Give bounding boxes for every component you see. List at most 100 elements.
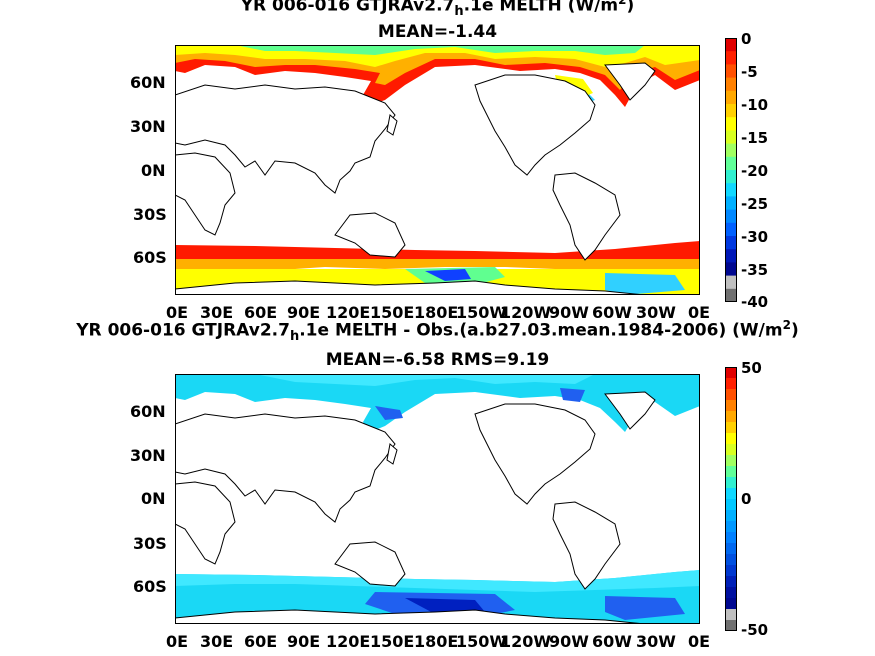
colorbar-step: [725, 510, 737, 522]
bottom-antarctic-light: [175, 570, 700, 592]
bottom-lon-label: 90W: [549, 632, 589, 651]
colorbar-step: [725, 455, 737, 467]
bottom-cbar-label: 0: [741, 490, 752, 508]
top-lat-label: 0N: [141, 161, 166, 180]
colorbar-step: [725, 444, 737, 456]
colorbar-step: [725, 400, 737, 412]
top-lon-label: 120E: [326, 303, 371, 322]
bottom-lon-label: 30E: [200, 632, 234, 651]
bottom-lat-label: 60S: [133, 577, 167, 596]
bottom-lon-label: 120E: [326, 632, 371, 651]
bottom-arctic-blue: [375, 406, 403, 420]
top-title-sup: 2: [618, 0, 627, 7]
bottom-lon-label: 0E: [166, 632, 189, 651]
top-arctic-green: [235, 45, 645, 55]
top-lon-label: 0E: [688, 303, 711, 322]
top-lon-label: 30W: [636, 303, 676, 322]
colorbar-step: [725, 222, 737, 237]
top-antarctic-land: [175, 280, 646, 295]
colorbar-step: [725, 183, 737, 197]
top-colorbar-frame: [725, 38, 737, 302]
colorbar-step: [725, 433, 737, 445]
bottom-australia: [334, 541, 406, 587]
top-colorbar-steps: [725, 38, 737, 302]
bottom-title-post: ): [790, 320, 799, 341]
bottom-colorbar: [725, 367, 737, 631]
top-map: [175, 45, 700, 295]
colorbar-step: [725, 378, 737, 390]
bottom-lon-label: 90E: [287, 632, 321, 651]
top-cbar-label: 0: [741, 30, 752, 48]
top-title-pre: YR 006-016 GTJRAv2.7: [240, 0, 455, 16]
top-cbar-label: -10: [741, 96, 769, 114]
top-lat-label: 60S: [133, 248, 167, 267]
bottom-antarctic-ice: [175, 570, 700, 624]
colorbar-step: [725, 422, 737, 434]
top-japan: [386, 114, 398, 136]
colorbar-step: [725, 576, 737, 588]
top-weddell-cyan: [605, 273, 685, 295]
top-antarctic-ice: [175, 241, 700, 295]
bottom-greenland: [604, 391, 656, 430]
bottom-lon-label: 0E: [688, 632, 711, 651]
colorbar-step: [725, 236, 737, 250]
top-antarctic-red: [175, 241, 700, 260]
bottom-lat-label: 30S: [133, 534, 167, 553]
bottom-title-sup: 2: [782, 318, 791, 332]
colorbar-step: [725, 104, 737, 118]
bottom-eurasia: [175, 413, 396, 523]
top-title-mid: .1e MELTH (W/m: [463, 0, 619, 16]
bottom-lon-label: 150W: [456, 632, 508, 651]
colorbar-step: [725, 117, 737, 131]
colorbar-step: [725, 249, 737, 263]
bottom-lon-label: 150E: [370, 632, 415, 651]
bottom-lat-label: 60N: [130, 402, 166, 421]
bottom-arctic-cyan: [175, 374, 700, 432]
colorbar-step: [725, 499, 737, 511]
bottom-japan: [386, 443, 398, 465]
top-south-america: [552, 172, 621, 261]
bottom-arctic-blue2: [560, 388, 585, 402]
colorbar-step: [725, 156, 737, 171]
bottom-arctic-ice: [175, 374, 700, 432]
bottom-cbar-label: -50: [741, 621, 769, 639]
top-africa: [175, 152, 236, 236]
top-title-post: ): [626, 0, 635, 16]
top-lon-label: 30E: [200, 303, 234, 322]
top-panel-stats: MEAN=-1.44: [377, 22, 498, 42]
colorbar-step: [725, 598, 737, 610]
colorbar-step: [725, 466, 737, 478]
colorbar-step: [725, 38, 737, 52]
colorbar-step: [725, 488, 737, 500]
bottom-map-frame: [175, 374, 700, 624]
top-title-sub: h: [454, 4, 464, 20]
colorbar-step: [725, 77, 737, 92]
top-cbar-label: -25: [741, 195, 769, 213]
colorbar-step: [725, 288, 737, 302]
top-cbar-label: -35: [741, 261, 769, 279]
colorbar-step: [725, 275, 737, 290]
top-colorbar: [725, 38, 737, 302]
colorbar-step: [725, 143, 737, 158]
colorbar-step: [725, 532, 737, 544]
top-cbar-label: -30: [741, 228, 769, 246]
colorbar-step: [725, 477, 737, 489]
top-lon-label: 180E: [414, 303, 459, 322]
bottom-cbar-label: 50: [741, 359, 762, 377]
colorbar-step: [725, 521, 737, 533]
bottom-lon-label: 120W: [500, 632, 552, 651]
bottom-lon-label: 60W: [592, 632, 632, 651]
top-cbar-label: -20: [741, 162, 769, 180]
colorbar-step: [725, 64, 737, 79]
colorbar-step: [725, 609, 737, 621]
top-lon-label: 60E: [244, 303, 278, 322]
colorbar-step: [725, 262, 737, 277]
top-north-america: [474, 74, 596, 176]
bottom-map: [175, 374, 700, 624]
bottom-title-mid: .1e MELTH - Obs.(a.b27.03.mean.1984-2006…: [299, 320, 783, 341]
top-lon-label: 150E: [370, 303, 415, 322]
top-lon-label: 90E: [287, 303, 321, 322]
bottom-continents: [175, 391, 656, 590]
colorbar-step: [725, 389, 737, 401]
top-antarctic-orange: [175, 259, 700, 277]
